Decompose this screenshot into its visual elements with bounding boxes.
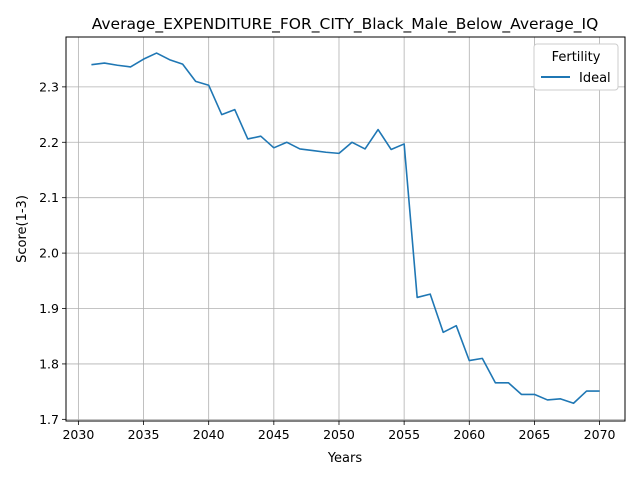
x-tick-label: 2060 — [453, 427, 485, 442]
y-axis-label: Score(1-3) — [15, 195, 30, 263]
y-tick-label: 2.2 — [39, 135, 59, 150]
x-tick-label: 2050 — [323, 427, 355, 442]
y-tick-label: 2.0 — [39, 246, 59, 261]
x-tick-label: 2040 — [193, 427, 225, 442]
x-axis-label: Years — [327, 451, 363, 466]
y-tick-label: 1.9 — [39, 301, 59, 316]
legend-title: Fertility — [552, 50, 601, 65]
x-tick-label: 2035 — [128, 427, 160, 442]
grid-lines — [66, 37, 625, 421]
plot-frame — [65, 36, 626, 422]
axis-ticks: 2030 2035 2040 2045 2050 2055 2060 2065 2070 1.7 1… — [39, 79, 615, 442]
y-tick-label: 1.7 — [39, 412, 59, 427]
legend: Fertility Ideal — [533, 43, 619, 91]
x-tick-label: 2055 — [388, 427, 420, 442]
x-tick-label: 2070 — [584, 427, 616, 442]
plot-lines — [91, 52, 600, 405]
x-tick-label: 2045 — [258, 427, 290, 442]
x-tick-label: 2030 — [62, 427, 94, 442]
y-tick-label: 2.1 — [39, 190, 59, 205]
legend-label-ideal: Ideal — [579, 71, 611, 86]
y-tick-label: 1.8 — [39, 356, 59, 371]
series-line-ideal — [91, 52, 600, 405]
legend-box — [533, 43, 619, 91]
y-tick-label: 2.3 — [39, 79, 59, 94]
x-tick-label: 2065 — [519, 427, 551, 442]
chart-title: Average_EXPENDITURE_FOR_CITY_Black_Male_… — [92, 15, 599, 34]
